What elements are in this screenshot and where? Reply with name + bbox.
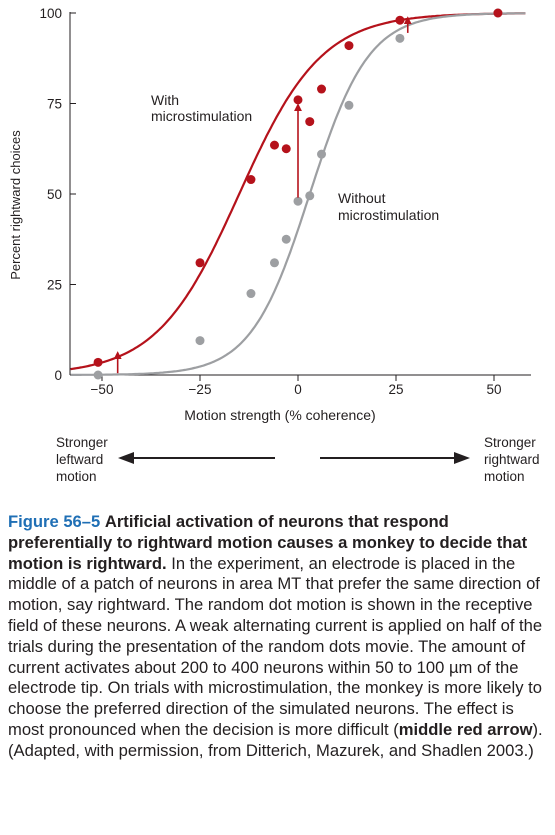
leftward-label-line2: leftward [56,452,103,467]
with-annotation-line2: microstimulation [151,108,252,124]
x-tick-label: −25 [189,382,212,397]
rightward-label-line1: Stronger [484,435,536,450]
with-stim-point [93,357,103,367]
with-stim-point [269,140,279,150]
without-stim-point [281,234,291,244]
with-microstimulation-points [93,8,503,367]
caption-body: In the experiment, an electrode is place… [8,553,543,739]
rightward-label-line2: rightward [484,452,540,467]
without-microstimulation-points [93,8,503,380]
right-arrow-icon [320,452,470,464]
without-microstimulation-curve [70,12,526,376]
x-tick-label: 0 [294,382,302,397]
x-tick-label: 50 [486,382,501,397]
with-stim-point [317,84,327,94]
leftward-label-line1: Stronger [56,435,108,450]
x-tick-label: −50 [91,382,114,397]
with-stim-point [281,144,291,154]
with-annotation-line1: With [151,92,179,108]
y-tick-label: 50 [47,187,62,202]
without-annotation-line2: microstimulation [338,207,439,223]
with-stim-point [195,258,205,268]
with-stim-point [344,41,354,51]
without-stim-point [293,196,303,206]
with-stim-point [395,15,405,25]
y-tick-label: 100 [39,6,62,21]
with-stim-point [293,95,303,105]
y-axis-label: Percent rightward choices [8,130,23,280]
x-axis-label: Motion strength (% coherence) [184,407,375,423]
without-stim-point [269,258,279,268]
rightward-label-line3: motion [484,469,525,484]
leftward-label-line3: motion [56,469,97,484]
y-tick-label: 75 [47,97,62,112]
without-stim-point [395,33,405,43]
without-stim-point [246,289,256,299]
y-tick-label: 0 [54,368,62,383]
without-annotation-line1: Without [338,190,386,206]
psychometric-figure: −50 −25 0 25 50 0 25 50 75 100 Motion strength (%… [8,6,540,484]
without-stim-point [344,100,354,110]
without-stim-point [195,336,205,346]
without-stim-point [317,149,327,159]
without-stim-point [93,370,103,380]
caption-emphasis: middle red arrow [398,719,533,739]
figure-caption: Figure 56–5 Artificial activation of neu… [8,512,553,762]
axis-ticks: −50 −25 0 25 50 0 25 50 75 100 [39,6,501,397]
y-tick-label: 25 [47,278,62,293]
with-stim-point [305,117,315,127]
caption-lead: Artificial activation of neurons that re… [8,512,528,573]
without-stim-point [305,191,315,201]
with-stim-point [493,8,503,18]
microstimulation-arrows [113,16,412,374]
caption-body-end: ). (Adapted, with permission, from Ditte… [8,719,543,760]
with-stim-point [246,175,256,185]
x-tick-label: 25 [388,382,403,397]
figure-label: Figure 56–5 [8,512,101,531]
left-arrow-icon [118,452,275,464]
